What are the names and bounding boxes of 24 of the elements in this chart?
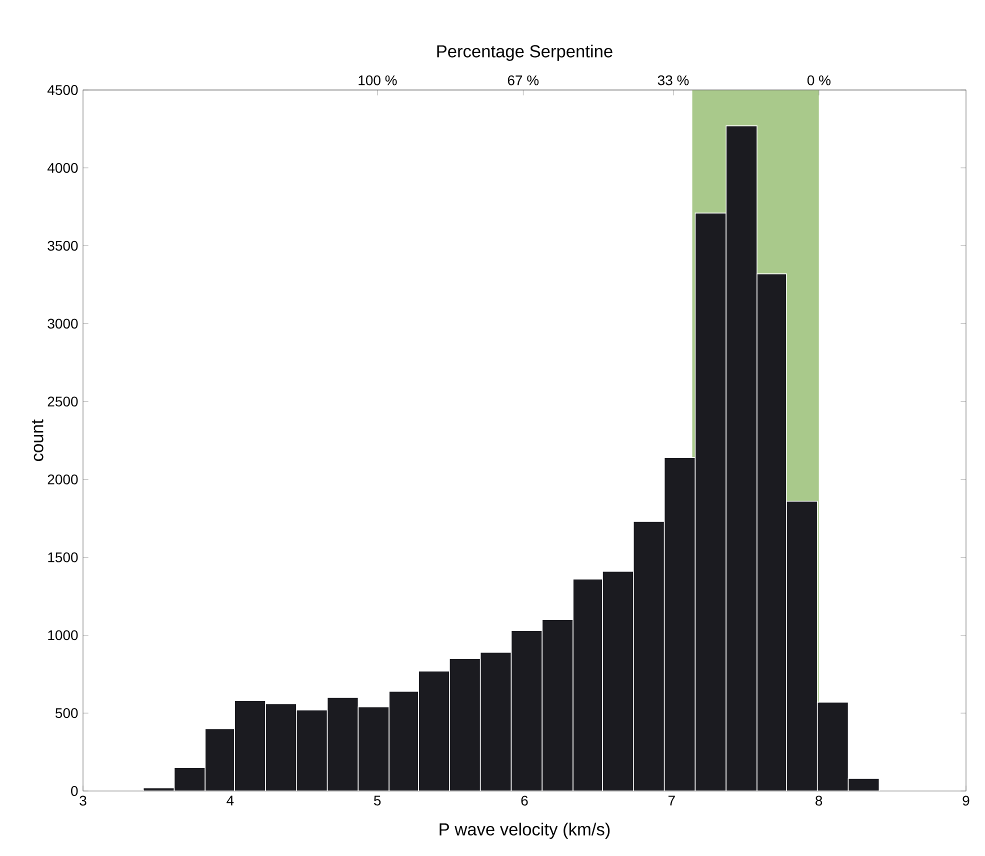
y-tick-label: 1500 [48, 552, 78, 562]
y-tick-label: 3000 [48, 318, 78, 329]
x2-tick-label: 67 % [508, 75, 539, 86]
y-tick-label: 3500 [48, 240, 78, 251]
x-tick-label: 3 [80, 796, 86, 806]
y-axis-title: count [32, 419, 44, 461]
x-axis-title: P wave velocity (km/s) [440, 822, 610, 839]
x2-tick-label: 100 % [358, 75, 397, 86]
y-tick-label: 4500 [47, 85, 78, 95]
y-tick-label: 0 [71, 786, 78, 796]
x-tick-label: 6 [521, 796, 528, 806]
x-tick-label: 8 [816, 796, 822, 806]
y-tick-label: 2500 [48, 396, 78, 407]
y-tick-label: 500 [56, 708, 78, 718]
x-tick-label: 9 [962, 796, 970, 806]
x2-tick-label: 0 % [807, 75, 831, 86]
x-tick-label: 5 [374, 796, 381, 806]
x-tick-label: 7 [668, 796, 675, 806]
y-tick-label: 4000 [47, 162, 78, 173]
y-tick-label: 2000 [48, 474, 78, 484]
y-tick-label: 1000 [48, 630, 78, 640]
x2-axis-title: Percentage Serpentine [437, 44, 612, 61]
x-tick-label: 4 [226, 796, 234, 806]
x2-tick-label: 33 % [658, 75, 689, 86]
